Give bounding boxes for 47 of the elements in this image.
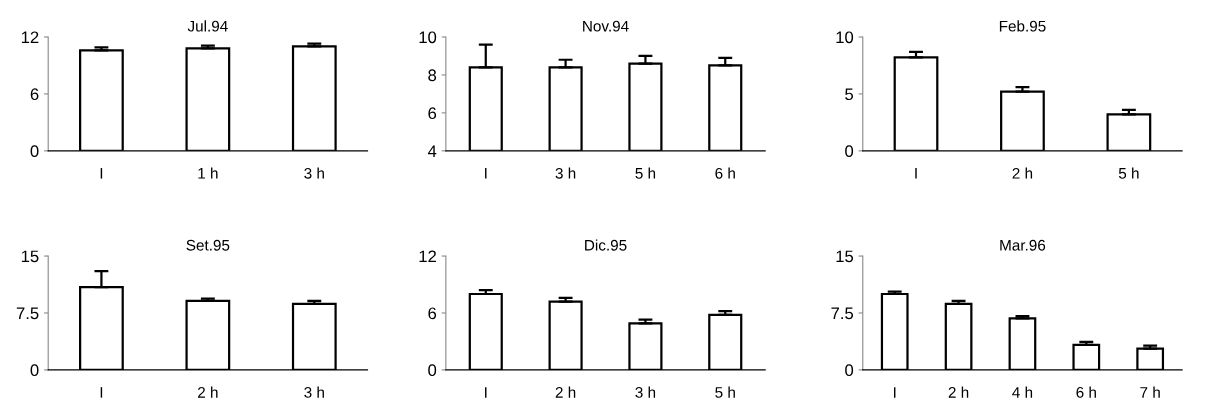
x-tick-label: I: [485, 168, 487, 179]
y-tick-label: 6: [30, 88, 39, 101]
x-tick-label: I: [485, 387, 487, 398]
x-tick-label: 7 h: [1140, 386, 1160, 398]
y-tick-label: 0: [845, 364, 854, 377]
x-tick-label: 6 h: [715, 167, 735, 179]
y-tick-label: 5: [845, 88, 854, 101]
y-tick-label: 15: [836, 250, 854, 263]
x-tick-label: 6 h: [1076, 386, 1096, 398]
chart-title: Dic.95: [585, 239, 627, 251]
x-tick-label: 2 h: [1012, 167, 1033, 179]
chart-title: Feb.95: [999, 20, 1046, 32]
y-tick-label: 7.5: [831, 307, 854, 320]
y-tick-label: 0: [428, 364, 437, 377]
y-tick-label: 12: [21, 31, 39, 44]
x-tick-label: 3 h: [304, 386, 324, 398]
y-tick-label: 12: [419, 250, 436, 263]
x-tick-label: I: [894, 387, 896, 398]
x-tick-label: 5 h: [715, 386, 735, 398]
y-tick-label: 8: [428, 69, 437, 82]
y-tick-label: 0: [30, 364, 39, 377]
chart-title: Nov.94: [583, 20, 629, 32]
y-tick-label: 7.5: [16, 307, 39, 320]
y-tick-label: 0: [30, 145, 39, 158]
chart-title: Jul.94: [187, 20, 228, 32]
x-tick-label: 2 h: [555, 386, 576, 398]
x-tick-label: 3 h: [555, 167, 576, 179]
chart-title: Set.95: [186, 239, 230, 251]
x-tick-label: 3 h: [635, 386, 656, 398]
y-tick-label: 0: [845, 145, 854, 158]
chart-title: Mar.96: [1000, 239, 1046, 251]
y-tick-label: 10: [836, 31, 854, 44]
x-tick-label: 5 h: [1118, 167, 1139, 179]
x-tick-label: 2 h: [948, 386, 969, 398]
y-tick-label: 4: [427, 145, 437, 157]
y-tick-label: 10: [419, 31, 437, 44]
x-tick-label: 1 h: [198, 167, 218, 179]
y-tick-label: 6: [428, 307, 437, 320]
x-tick-label: I: [100, 387, 103, 398]
x-tick-label: 3 h: [304, 167, 324, 179]
x-tick-label: I: [915, 168, 917, 179]
x-tick-label: I: [100, 168, 103, 179]
y-tick-label: 6: [428, 107, 437, 120]
y-tick-label: 15: [21, 250, 39, 263]
x-tick-label: 4 h: [1012, 386, 1033, 398]
x-tick-label: 5 h: [635, 167, 656, 179]
x-tick-label: 2 h: [198, 386, 218, 398]
